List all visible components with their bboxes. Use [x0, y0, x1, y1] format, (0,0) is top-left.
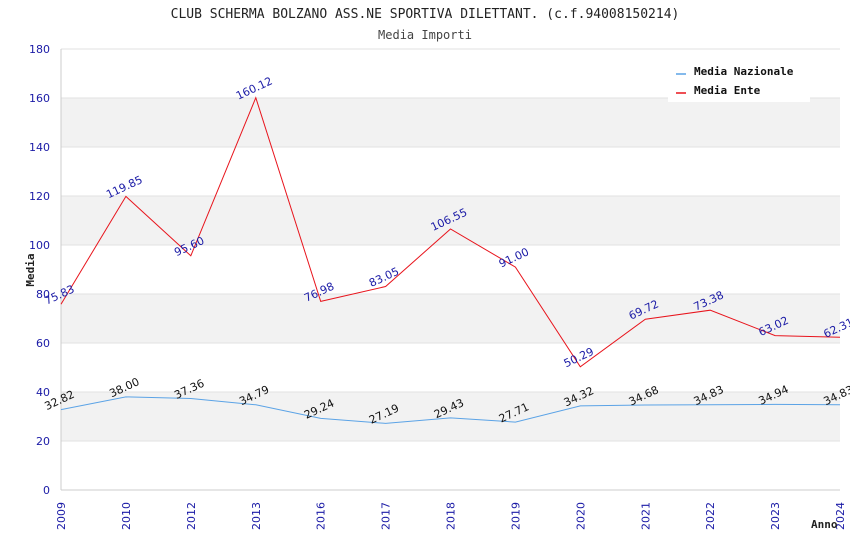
data-label: 50.29 — [562, 345, 596, 370]
x-tick-label: 2009 — [55, 502, 68, 530]
series-line-media-ente — [60, 96, 841, 368]
y-tick-label: 100 — [29, 239, 50, 252]
y-tick-label: 20 — [36, 435, 50, 448]
x-tick-labels: 2009 2010 2012 2013 2016 2017 2018 2019 2020 2021… — [55, 502, 847, 530]
y-tick-label: 180 — [29, 43, 50, 56]
chart-title: CLUB SCHERMA BOLZANO ASS.NE SPORTIVA DIL… — [171, 7, 680, 22]
x-tick-label: 2013 — [250, 502, 263, 530]
y-tick-label: 160 — [29, 92, 50, 105]
grid-band — [61, 98, 840, 147]
legend-box — [668, 58, 810, 102]
series-lines — [60, 96, 841, 424]
legend-label-media-ente: Media Ente — [694, 84, 761, 97]
series-line-media-nazionale — [60, 396, 841, 424]
x-tick-label: 2022 — [704, 502, 717, 530]
y-tick-label: 0 — [43, 484, 50, 497]
y-tick-label: 140 — [29, 141, 50, 154]
chart-subtitle: Media Importi — [378, 28, 472, 42]
x-axis-title: Anno — [811, 518, 838, 531]
x-tick-label: 2018 — [445, 502, 458, 530]
x-tick-label: 2023 — [769, 502, 782, 530]
x-tick-label: 2021 — [639, 502, 652, 530]
grid-lines — [61, 48, 840, 442]
legend-label-media-nazionale: Media Nazionale — [694, 65, 794, 78]
grid-bands — [61, 98, 840, 441]
x-tick-label: 2024 — [834, 502, 847, 530]
grid-band — [61, 196, 840, 245]
grid-band — [61, 294, 840, 343]
x-tick-label: 2012 — [185, 502, 198, 530]
chart-legend: Media Nazionale Media Ente — [668, 58, 810, 102]
grid-band — [61, 392, 840, 441]
y-tick-label: 60 — [36, 337, 50, 350]
x-tick-label: 2017 — [380, 502, 393, 530]
x-tick-label: 2010 — [120, 502, 133, 530]
y-tick-label: 80 — [36, 288, 50, 301]
data-label: 83.05 — [367, 265, 401, 290]
x-tick-label: 2020 — [574, 502, 587, 530]
y-tick-labels: 0 20 40 60 80 100 120 140 160 180 — [29, 43, 50, 497]
x-tick-label: 2016 — [315, 502, 328, 530]
x-tick-label: 2019 — [509, 502, 522, 530]
y-axis-title: Media — [24, 253, 37, 286]
y-tick-label: 120 — [29, 190, 50, 203]
y-tick-label: 40 — [36, 386, 50, 399]
